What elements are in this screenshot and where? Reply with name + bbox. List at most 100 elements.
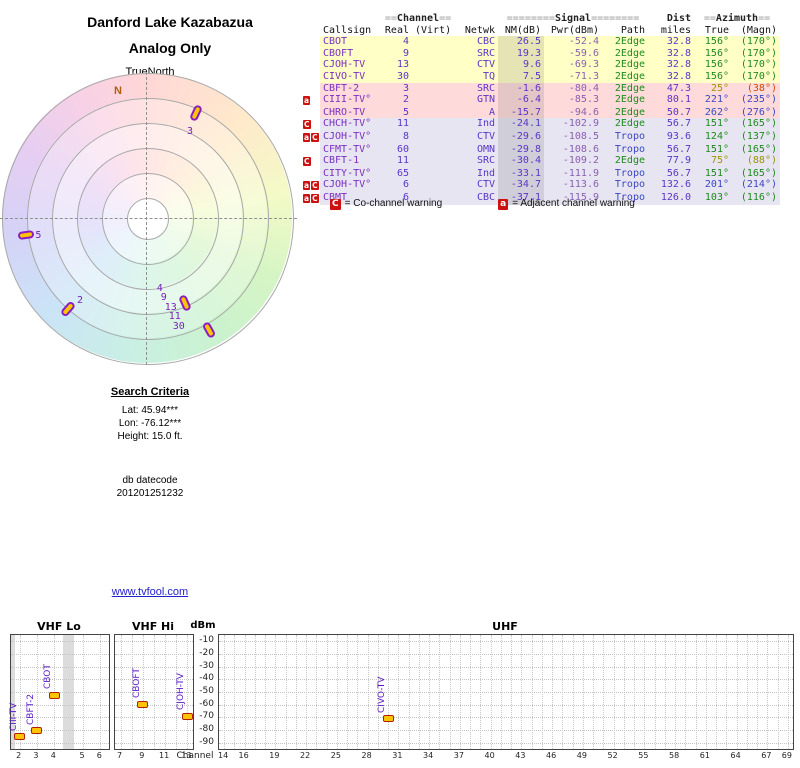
- band-label: VHF Lo: [10, 620, 108, 633]
- channel-virt-cell: [412, 59, 456, 71]
- azimuth-true-cell: 221°: [694, 94, 732, 107]
- dist-cell: 56.7: [648, 168, 694, 180]
- channel-virt-cell: [412, 94, 456, 107]
- station-label: CBOT: [43, 664, 53, 689]
- adjacent-channel-warning-badge: a: [303, 181, 310, 190]
- network-cell: CTV: [456, 179, 498, 192]
- co-channel-warning-badge: C: [311, 133, 319, 142]
- azimuth-true-cell: 262°: [694, 107, 732, 119]
- search-criteria-title: Search Criteria: [10, 386, 290, 399]
- row-warnings: [302, 107, 320, 119]
- pwr-cell: -71.3: [544, 71, 602, 83]
- gridline: [11, 667, 109, 668]
- band-label: UHF: [218, 620, 792, 633]
- nm-cell: -34.7: [498, 179, 544, 192]
- col-real: Real: [380, 25, 412, 37]
- group-dist: Dist: [648, 13, 694, 25]
- nm-cell: -15.7: [498, 107, 544, 119]
- x-axis-tick-label: 11: [155, 751, 173, 760]
- callsign-cell: CFMT-TV°: [320, 144, 380, 156]
- channel-virt-cell: [412, 71, 456, 83]
- channel-virt-cell: [412, 107, 456, 119]
- gridline: [11, 641, 109, 642]
- tvfool-link[interactable]: www.tvfool.com: [10, 586, 290, 598]
- gridline: [219, 667, 793, 668]
- table-row: CBOFT9SRC19.3-59.62Edge32.8156°(170°): [302, 48, 780, 60]
- network-cell: SRC: [456, 155, 498, 168]
- dist-cell: 47.3: [648, 83, 694, 95]
- channel-real-cell: 4: [380, 36, 412, 48]
- pwr-cell: -59.6: [544, 48, 602, 60]
- callsign-cell: CIVO-TV: [320, 71, 380, 83]
- callsign-cell: CBFT-2: [320, 83, 380, 95]
- db-datecode-value: 201201251232: [10, 487, 290, 500]
- group-signal: ========Signal========: [498, 13, 648, 25]
- crosshair-vertical: [146, 72, 147, 365]
- gridline: [219, 654, 793, 655]
- channel-real-cell: 13: [380, 59, 412, 71]
- callsign-cell: CIII-TV°: [320, 94, 380, 107]
- co-channel-warning-badge: C: [303, 120, 311, 129]
- row-warnings: [302, 144, 320, 156]
- azimuth-true-cell: 25°: [694, 83, 732, 95]
- search-height: Height: 15.0 ft.: [10, 430, 290, 443]
- pwr-cell: -109.2: [544, 155, 602, 168]
- nm-cell: -30.4: [498, 155, 544, 168]
- pwr-cell: -94.6: [544, 107, 602, 119]
- nm-cell: 9.6: [498, 59, 544, 71]
- pwr-cell: -102.9: [544, 118, 602, 131]
- path-cell: 2Edge: [602, 59, 648, 71]
- pwr-cell: -80.4: [544, 83, 602, 95]
- x-axis-tick-label: 16: [235, 751, 253, 760]
- x-axis-tick-label: 58: [665, 751, 683, 760]
- col-magn: (Magn): [732, 25, 780, 37]
- dist-cell: 32.8: [648, 59, 694, 71]
- row-warnings: aC: [302, 131, 320, 144]
- north-marker: N: [114, 85, 122, 97]
- station-label: CIVO-TV: [377, 677, 387, 713]
- pwr-cell: -85.3: [544, 94, 602, 107]
- gridline: [115, 641, 193, 642]
- row-warnings: a: [302, 94, 320, 107]
- network-cell: CTV: [456, 59, 498, 71]
- row-warnings: [302, 71, 320, 83]
- crosshair-horizontal: [0, 218, 297, 219]
- azimuth-magn-cell: (165°): [732, 144, 780, 156]
- table-row: CFMT-TV°60OMN-29.8-108.6Tropo56.7151°(16…: [302, 144, 780, 156]
- nm-cell: 7.5: [498, 71, 544, 83]
- x-axis-tick-label: 19: [265, 751, 283, 760]
- callsign-cell: CHRO-TV: [320, 107, 380, 119]
- x-axis-tick-label: 7: [111, 751, 129, 760]
- x-axis-tick-label: 40: [481, 751, 499, 760]
- station-label: CIII-TV: [9, 702, 19, 730]
- y-axis-title: dBm: [190, 620, 216, 631]
- y-axis-tick-label: -50: [188, 686, 214, 696]
- dist-cell: 32.8: [648, 48, 694, 60]
- row-warnings: [302, 48, 320, 60]
- gridline: [219, 692, 793, 693]
- signal-marker: [31, 727, 42, 734]
- adjacent-channel-warning-badge: a: [303, 96, 310, 105]
- azimuth-true-cell: 156°: [694, 36, 732, 48]
- col-path: Path: [602, 25, 648, 37]
- pwr-cell: -111.9: [544, 168, 602, 180]
- station-table: ==Channel== ========Signal======== Dist …: [302, 13, 780, 205]
- dist-cell: 126.0: [648, 192, 694, 205]
- x-axis-tick-label: 64: [727, 751, 745, 760]
- table-row: CCHCH-TV°11Ind-24.1-102.92Edge56.7151°(1…: [302, 118, 780, 131]
- table-row: CJOH-TV13CTV9.6-69.32Edge32.8156°(170°): [302, 59, 780, 71]
- report-subtitle: Analog Only: [10, 40, 330, 56]
- station-label: CBFT-2: [26, 693, 36, 724]
- table-row: CITY-TV°65Ind-33.1-111.9Tropo56.7151°(16…: [302, 168, 780, 180]
- adjacent-channel-warning-badge: a: [498, 199, 508, 210]
- channel-real-cell: 2: [380, 94, 412, 107]
- signal-marker: [49, 692, 60, 699]
- callsign-cell: CBOT: [320, 36, 380, 48]
- gridline: [219, 679, 793, 680]
- table-row: aCIII-TV°2GTN-6.4-85.32Edge80.1221°(235°…: [302, 94, 780, 107]
- signal-marker: [182, 713, 193, 720]
- x-axis-title: Channel: [174, 751, 216, 761]
- report-title: Danford Lake Kazabazua: [10, 14, 330, 30]
- pwr-cell: -108.5: [544, 131, 602, 144]
- group-azimuth: ==Azimuth==: [694, 13, 780, 25]
